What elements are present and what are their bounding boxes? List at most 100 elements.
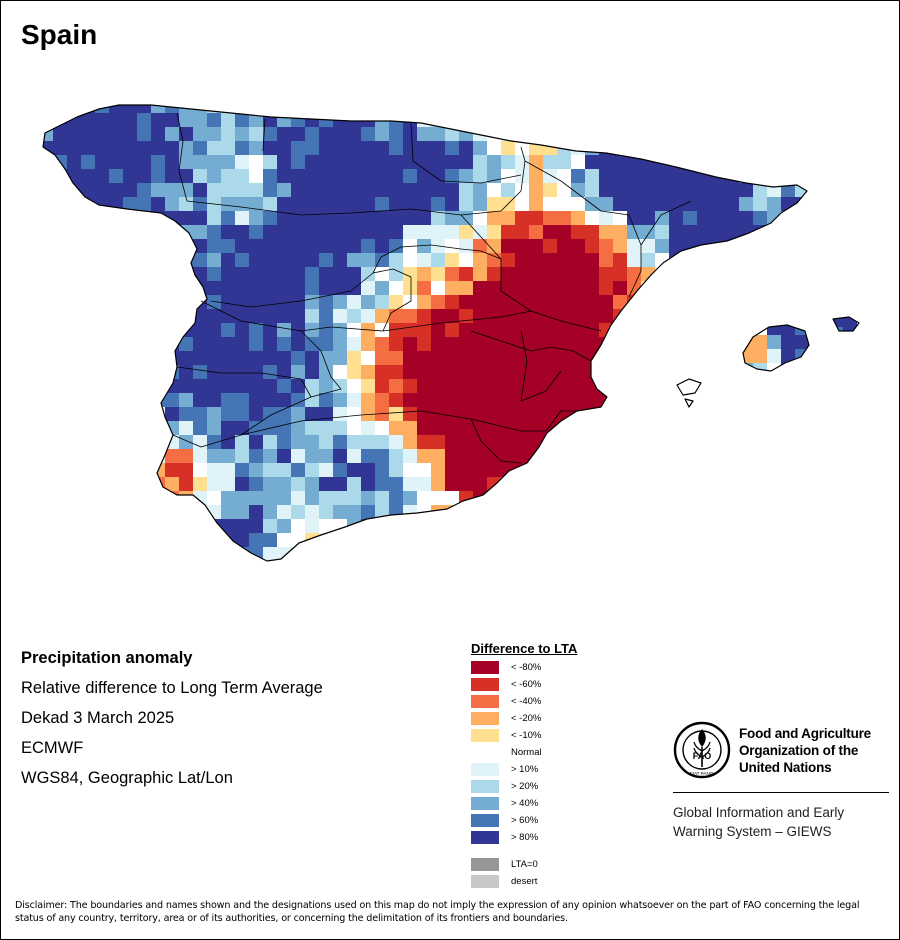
anomaly-cell — [235, 477, 250, 492]
anomaly-cell — [655, 519, 670, 534]
anomaly-cell — [781, 127, 796, 142]
anomaly-cell — [543, 407, 558, 422]
anomaly-cell — [753, 225, 768, 240]
anomaly-cell — [319, 463, 334, 478]
anomaly-cell — [95, 435, 110, 450]
anomaly-cell — [683, 141, 698, 156]
anomaly-cell — [67, 477, 82, 492]
anomaly-cell — [599, 533, 614, 548]
anomaly-cell — [347, 211, 362, 226]
anomaly-cell — [669, 547, 684, 561]
anomaly-cell — [613, 463, 628, 478]
anomaly-cell — [109, 113, 124, 128]
anomaly-cell — [221, 561, 236, 576]
anomaly-cell — [137, 211, 152, 226]
anomaly-cell — [725, 127, 740, 142]
anomaly-cell — [333, 491, 348, 506]
anomaly-cell — [655, 105, 670, 114]
anomaly-cell — [109, 505, 124, 520]
anomaly-cell — [53, 141, 68, 156]
anomaly-cell — [347, 351, 362, 366]
anomaly-cell — [263, 183, 278, 198]
anomaly-cell — [123, 547, 138, 561]
anomaly-cell — [515, 309, 530, 324]
anomaly-cell — [725, 393, 740, 408]
anomaly-cell — [305, 197, 320, 212]
anomaly-cell — [389, 477, 404, 492]
anomaly-cell — [613, 155, 628, 170]
anomaly-cell — [417, 323, 432, 338]
anomaly-cell — [403, 183, 418, 198]
anomaly-cell — [809, 127, 824, 142]
anomaly-cell — [683, 561, 698, 576]
anomaly-cell — [767, 267, 782, 282]
anomaly-cell — [445, 281, 460, 296]
anomaly-cell — [655, 197, 670, 212]
anomaly-cell — [585, 253, 600, 268]
anomaly-cell — [697, 491, 712, 506]
anomaly-cell — [809, 351, 824, 366]
anomaly-cell — [431, 337, 446, 352]
anomaly-cell — [221, 519, 236, 534]
anomaly-cell — [151, 141, 166, 156]
anomaly-cell — [151, 239, 166, 254]
anomaly-cell — [669, 351, 684, 366]
anomaly-cell — [43, 197, 54, 212]
anomaly-cell — [627, 561, 642, 576]
anomaly-cell — [67, 127, 82, 142]
anomaly-cell — [207, 547, 222, 561]
anomaly-cell — [585, 267, 600, 282]
anomaly-cell — [767, 477, 782, 492]
anomaly-cell — [781, 533, 796, 548]
anomaly-cell — [221, 393, 236, 408]
anomaly-cell — [179, 407, 194, 422]
anomaly-cell — [725, 491, 740, 506]
anomaly-cell — [809, 449, 824, 464]
anomaly-cell — [529, 169, 544, 184]
anomaly-cell — [557, 183, 572, 198]
anomaly-cell — [599, 183, 614, 198]
anomaly-cell — [655, 127, 670, 142]
anomaly-cell — [739, 211, 754, 226]
anomaly-cell — [669, 449, 684, 464]
anomaly-cell — [207, 239, 222, 254]
anomaly-cell — [81, 211, 96, 226]
anomaly-cell — [711, 519, 726, 534]
anomaly-cell — [627, 211, 642, 226]
anomaly-cell — [123, 337, 138, 352]
anomaly-cell — [361, 211, 376, 226]
anomaly-cell — [361, 519, 376, 534]
anomaly-cell — [43, 225, 54, 240]
anomaly-cell — [291, 155, 306, 170]
anomaly-cell — [165, 183, 180, 198]
anomaly-cell — [305, 281, 320, 296]
anomaly-cell — [697, 435, 712, 450]
anomaly-cell — [529, 561, 544, 576]
anomaly-cell — [403, 351, 418, 366]
anomaly-cell — [221, 155, 236, 170]
anomaly-cell — [207, 267, 222, 282]
anomaly-cell — [571, 477, 586, 492]
anomaly-cell — [109, 519, 124, 534]
anomaly-cell — [263, 155, 278, 170]
anomaly-cell — [487, 519, 502, 534]
fao-name-line: Organization of the — [739, 743, 859, 758]
anomaly-cell — [697, 561, 712, 576]
legend-swatch — [471, 831, 499, 844]
anomaly-cell — [501, 155, 516, 170]
anomaly-cell — [487, 197, 502, 212]
anomaly-cell — [165, 519, 180, 534]
anomaly-cell — [641, 113, 656, 128]
anomaly-cell — [43, 533, 54, 548]
anomaly-cell — [235, 267, 250, 282]
anomaly-cell — [627, 477, 642, 492]
anomaly-cell — [375, 365, 390, 380]
anomaly-cell — [263, 351, 278, 366]
anomaly-cell — [347, 155, 362, 170]
anomaly-cell — [263, 463, 278, 478]
anomaly-cell — [683, 105, 698, 114]
anomaly-cell — [43, 365, 54, 380]
anomaly-cell — [459, 197, 474, 212]
anomaly-cell — [809, 407, 824, 422]
anomaly-cell — [599, 267, 614, 282]
